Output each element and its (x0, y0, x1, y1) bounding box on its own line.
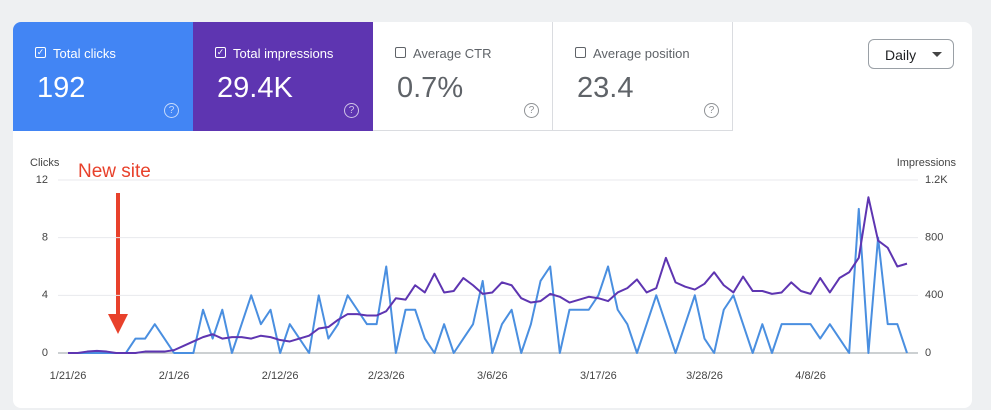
y-tick-label: 8 (42, 232, 48, 244)
y-tick-label: 4 (42, 289, 48, 301)
dropdown[interactable]: Daily (868, 39, 954, 69)
series-line (68, 196, 908, 354)
y-tick-label: 0 (42, 347, 48, 359)
y-tick-label: 12 (36, 174, 48, 186)
performance-panel: ✓ Total clicks 192? ✓ Total impressions 29.4K… (13, 22, 972, 408)
annotation-arrowhead (108, 314, 128, 334)
y2-axis-title: Impressions (897, 157, 957, 169)
x-tick-label: 2/1/26 (159, 370, 190, 382)
y2-tick-label: 1.2K (925, 174, 948, 186)
metric-name: Total impressions (233, 46, 334, 61)
help-icon: ? (344, 103, 359, 118)
y2-tick-label: 400 (925, 289, 943, 301)
metric-value: 29.4K (217, 72, 293, 104)
metric-value: 0.7% (397, 72, 464, 104)
x-tick-label: 1/21/26 (50, 370, 87, 382)
metric-name: Average position (593, 46, 690, 61)
dropdown-arrow (932, 52, 942, 57)
metric-name: Total clicks (53, 46, 116, 61)
metric-label: ✓ Total impressions (215, 46, 333, 61)
metric-card[interactable]: Average position 23.4? (553, 22, 733, 131)
x-tick-label: 2/12/26 (262, 370, 299, 382)
y-axis-title: Clicks (30, 157, 60, 169)
y2-tick-label: 0 (925, 347, 931, 359)
metric-label: Average position (575, 46, 690, 61)
help-icon: ? (704, 103, 719, 118)
checkbox (575, 47, 586, 58)
metric-value: 23.4 (577, 72, 634, 104)
metric-card[interactable]: ✓ Total clicks 192? (13, 22, 193, 131)
metric-card[interactable]: ✓ Total impressions 29.4K? (193, 22, 373, 131)
checkbox: ✓ (215, 47, 226, 58)
y2-tick-label: 800 (925, 232, 943, 244)
checkbox (395, 47, 406, 58)
metric-card[interactable]: Average CTR 0.7%? (373, 22, 553, 131)
checkbox: ✓ (35, 47, 46, 58)
x-tick-label: 2/23/26 (368, 370, 405, 382)
x-tick-label: 3/28/26 (686, 370, 723, 382)
x-tick-label: 3/6/26 (477, 370, 508, 382)
series-line (68, 207, 908, 354)
annotation: New site (78, 161, 151, 182)
x-tick-label: 3/17/26 (580, 370, 617, 382)
metric-label: Average CTR (395, 46, 492, 61)
metric-value: 192 (37, 72, 86, 104)
help-icon: ? (164, 103, 179, 118)
metric-name: Average CTR (413, 46, 492, 61)
dropdown-label: Daily (885, 47, 917, 63)
help-icon: ? (524, 103, 539, 118)
x-tick-label: 4/8/26 (795, 370, 826, 382)
metric-label: ✓ Total clicks (35, 46, 116, 61)
